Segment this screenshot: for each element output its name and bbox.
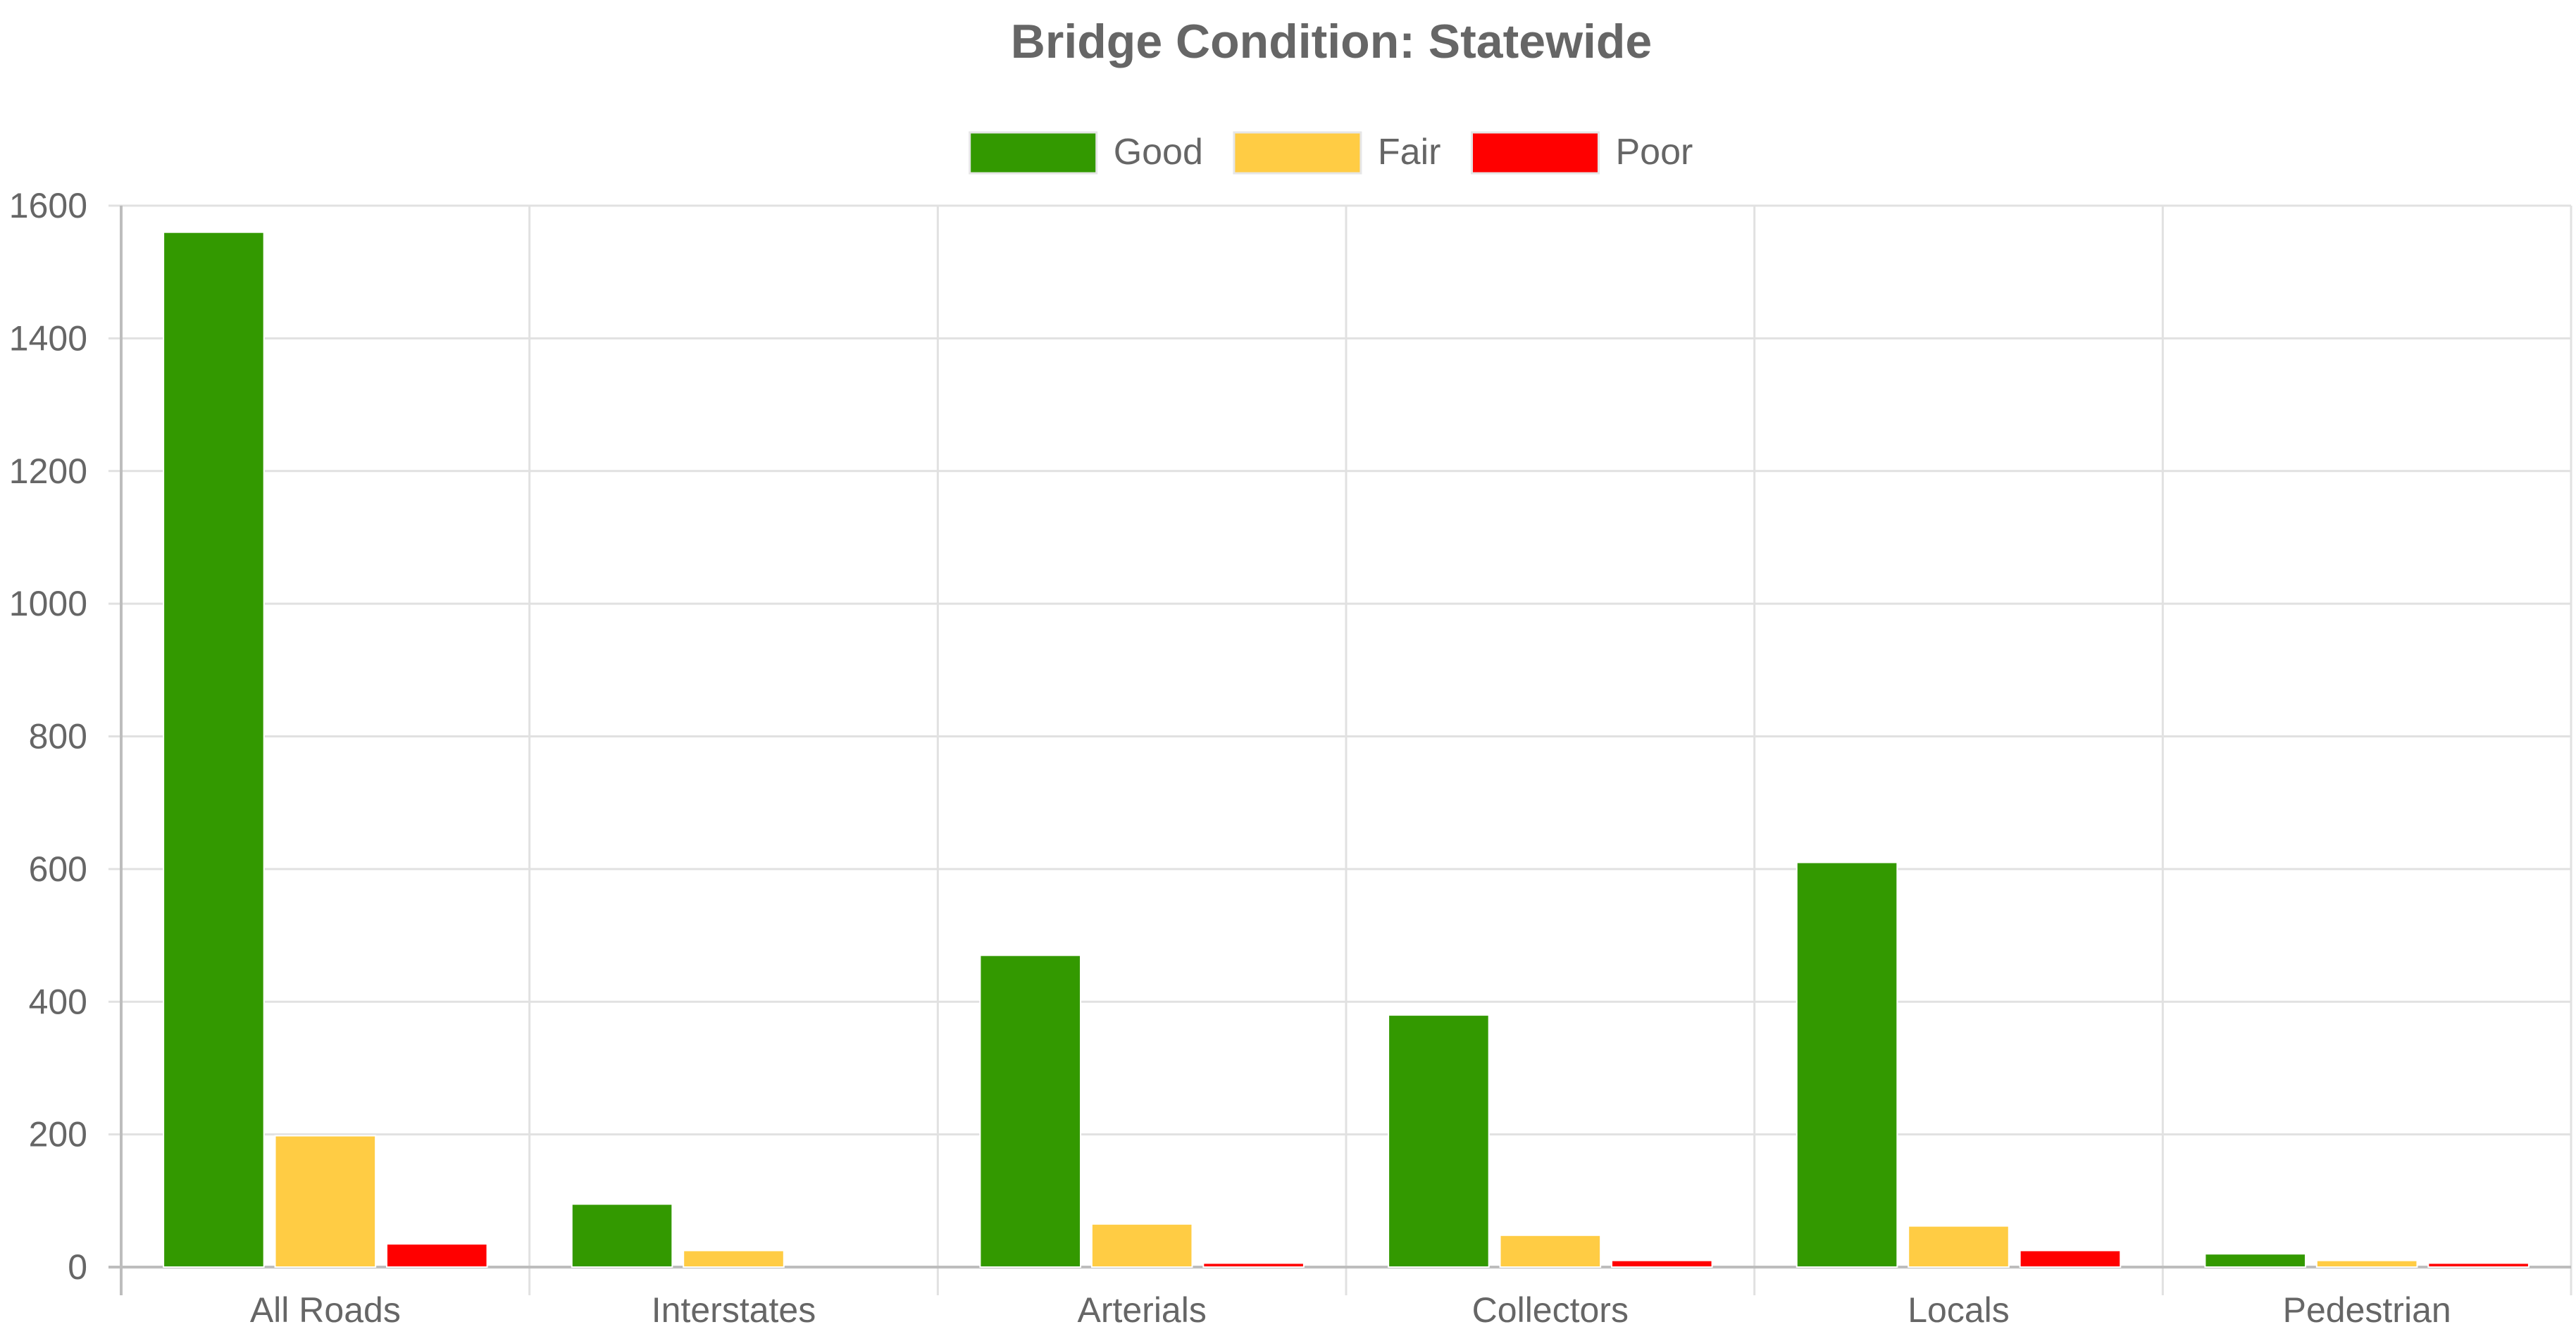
y-tick-label: 1000 [9,584,87,623]
bar-arterials-fair[interactable] [1090,1223,1193,1268]
bar-all-roads-fair[interactable] [274,1135,377,1268]
bar-interstates-fair[interactable] [683,1249,785,1268]
y-tick-label: 1200 [9,451,87,491]
legend-swatch-poor [1470,131,1600,175]
chart-title: Bridge Condition: Statewide [1011,15,1652,68]
x-axis: All Roads Interstates Arterials Collectors L… [250,1290,2451,1330]
bar-interstates-good[interactable] [571,1203,673,1268]
legend-label-good: Good [1114,132,1203,173]
legend: Good Fair Poor [969,131,1693,175]
y-tick-label: 400 [29,982,87,1021]
y-tick-label: 800 [29,717,87,756]
y-tick-label: 0 [68,1247,87,1287]
legend-swatch-fair [1233,131,1362,175]
x-tick-label: Interstates [652,1290,816,1330]
x-tick-label: Locals [1908,1290,2010,1330]
x-tick-label: Collectors [1472,1290,1629,1330]
legend-item-fair[interactable]: Fair [1233,131,1441,175]
bar-locals-poor[interactable] [2019,1249,2122,1268]
legend-label-fair: Fair [1378,132,1441,173]
y-tick-label: 600 [29,849,87,889]
y-axis: 0 200 400 600 800 1000 1200 1400 1600 [9,186,87,1287]
bar-collectors-fair[interactable] [1499,1234,1602,1268]
bar-pedestrian-fair[interactable] [2315,1259,2418,1268]
legend-item-poor[interactable]: Poor [1470,131,1693,175]
bar-all-roads-poor[interactable] [385,1243,488,1268]
x-tick-label: All Roads [250,1290,401,1330]
legend-label-poor: Poor [1615,132,1693,173]
bar-locals-good[interactable] [1796,861,1898,1268]
bar-pedestrian-good[interactable] [2204,1253,2307,1268]
grid [108,204,2572,1295]
bar-all-roads-good[interactable] [163,231,265,1268]
bar-arterials-good[interactable] [979,954,1082,1268]
legend-item-good[interactable]: Good [969,131,1203,175]
y-tick-label: 1600 [9,186,87,225]
x-tick-label: Arterials [1077,1290,1206,1330]
y-tick-label: 200 [29,1115,87,1154]
bar-arterials-poor[interactable] [1202,1262,1305,1268]
bars [163,231,2530,1268]
y-tick-label: 1400 [9,318,87,358]
bar-collectors-poor[interactable] [1610,1259,1713,1268]
bar-collectors-good[interactable] [1388,1014,1490,1268]
x-tick-label: Pedestrian [2283,1290,2451,1330]
bar-locals-fair[interactable] [1908,1225,2010,1268]
legend-swatch-good [969,131,1098,175]
bar-pedestrian-poor[interactable] [2427,1262,2530,1268]
